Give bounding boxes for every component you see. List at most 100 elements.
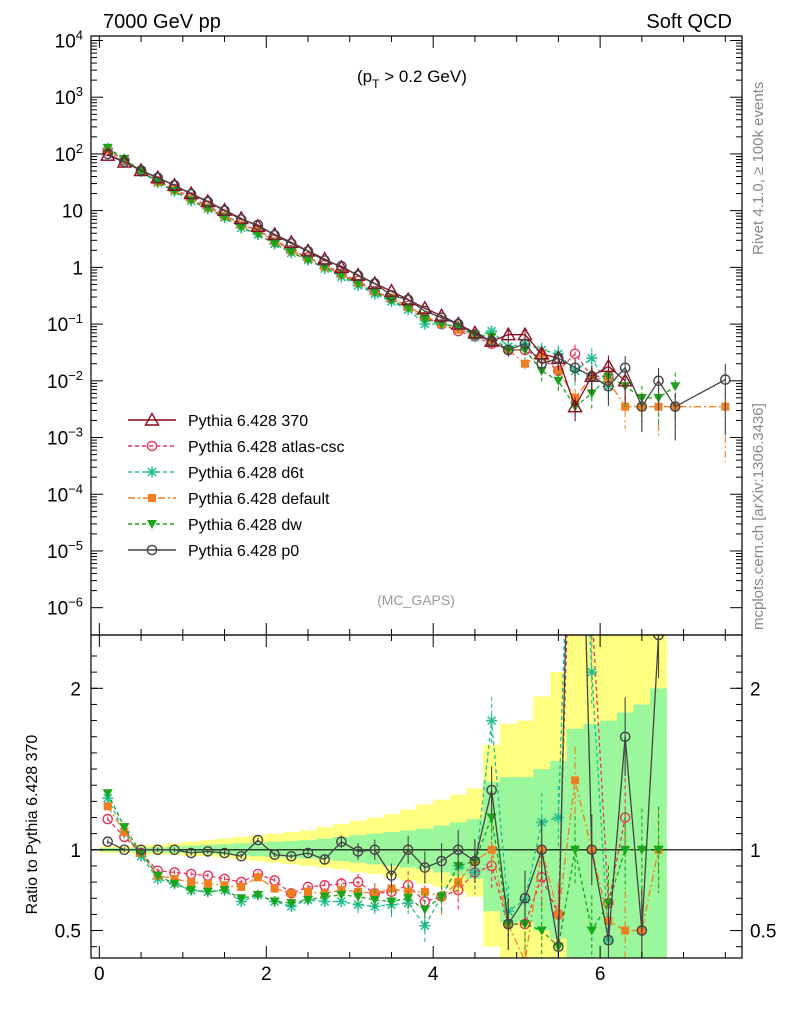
ratio-y-tick-label: 1 xyxy=(70,841,81,862)
data-point xyxy=(286,248,297,258)
data-point xyxy=(419,315,430,325)
ratio-point xyxy=(169,844,180,856)
ratio-point xyxy=(287,889,296,898)
ratio-point xyxy=(487,845,496,854)
ratio-point xyxy=(252,834,264,846)
data-point xyxy=(419,305,431,317)
ratio-point xyxy=(286,899,297,909)
ratio-point xyxy=(187,878,196,887)
title-right: Soft QCD xyxy=(646,11,732,33)
y-tick-label: 10−5 xyxy=(47,538,83,563)
band-green-bin xyxy=(600,720,617,958)
data-point xyxy=(102,148,113,160)
data-point xyxy=(521,359,529,368)
series-line xyxy=(107,150,609,377)
ratio-y-tick-label: 2 xyxy=(70,679,81,700)
chart-title: (pT > 0.2 GeV) xyxy=(357,67,467,91)
ratio-panel-frame xyxy=(90,634,743,959)
legend-marker xyxy=(146,440,158,452)
data-point xyxy=(486,335,497,347)
data-point xyxy=(269,229,280,241)
data-point xyxy=(353,279,364,289)
ratio-point xyxy=(369,895,380,905)
series-pythia-6-428-370 xyxy=(99,147,633,422)
series-line xyxy=(107,147,676,408)
ratio-point xyxy=(236,894,247,904)
legend-label: Pythia 6.428 p0 xyxy=(188,543,299,560)
data-point xyxy=(567,398,583,413)
y-tick-label: 10−4 xyxy=(47,481,83,506)
y-tick-label: 10 xyxy=(62,202,83,223)
data-point xyxy=(403,304,414,314)
ratio-point xyxy=(586,844,598,856)
data-point xyxy=(603,381,614,392)
data-point xyxy=(553,352,564,364)
data-point xyxy=(554,366,563,375)
ratio-point xyxy=(603,934,614,946)
data-point xyxy=(553,376,564,386)
data-point xyxy=(619,362,631,374)
ratio-point xyxy=(586,926,597,936)
ratio-point xyxy=(386,870,397,881)
data-point xyxy=(319,255,330,266)
data-point xyxy=(302,246,314,257)
legend-label: Pythia 6.428 d6t xyxy=(188,465,304,482)
ratio-point xyxy=(319,854,330,865)
ratio-point xyxy=(486,784,497,796)
data-point xyxy=(369,288,380,298)
ratio-point xyxy=(403,894,414,904)
ratio-point xyxy=(235,850,247,862)
data-point xyxy=(252,219,264,231)
legend-label: Pythia 6.428 dw xyxy=(188,517,302,534)
ratio-point xyxy=(552,811,564,823)
ratio-point xyxy=(136,849,147,859)
ratio-point xyxy=(185,847,197,859)
ratio-point xyxy=(419,862,431,873)
ratio-point xyxy=(570,845,581,855)
ratio-point xyxy=(570,311,581,322)
y-tick-label: 102 xyxy=(55,141,83,166)
main-plot-area xyxy=(99,142,731,463)
data-point xyxy=(250,218,266,232)
legend-label: Pythia 6.428 atlas-csc xyxy=(188,439,345,456)
ratio-y-tick-label-right: 0.5 xyxy=(750,922,776,943)
data-point xyxy=(202,196,214,208)
y-tick-label: 10−1 xyxy=(47,311,83,336)
series-line xyxy=(107,153,726,409)
data-point xyxy=(636,401,648,412)
data-point xyxy=(269,239,280,249)
data-point xyxy=(352,270,364,281)
ratio-line xyxy=(107,792,659,949)
ratio-point xyxy=(253,873,262,882)
ratio-line xyxy=(107,780,660,958)
ratio-point xyxy=(636,925,648,936)
data-point xyxy=(569,348,581,360)
ratio-point xyxy=(419,905,430,915)
ratio-y-axis-label: Ratio to Pythia 6.428 370 xyxy=(24,735,41,915)
data-point xyxy=(720,374,731,385)
ratio-point xyxy=(335,895,347,907)
ratio-point xyxy=(303,895,313,905)
ratio-y-tick-label-right: 2 xyxy=(750,679,761,700)
legend-label: Pythia 6.428 default xyxy=(188,491,330,508)
ratio-point xyxy=(653,845,664,855)
y-tick-label: 10−2 xyxy=(47,368,83,393)
ratio-point xyxy=(436,855,447,867)
ratio-point xyxy=(352,846,364,857)
ratio-series-pythia-6-428-p0 xyxy=(102,222,664,958)
ratio-point xyxy=(270,884,279,893)
ratio-point xyxy=(570,222,579,231)
ratio-point xyxy=(619,731,631,743)
data-point xyxy=(219,205,230,216)
legend: Pythia 6.428 370 Pythia 6.428 atlas-csc Py… xyxy=(128,412,345,560)
x-tick-label: 4 xyxy=(428,964,439,985)
ratio-point xyxy=(302,847,314,859)
ratio-point xyxy=(319,892,330,902)
data-point xyxy=(436,312,447,323)
data-point xyxy=(486,325,498,337)
ratio-point xyxy=(219,847,230,859)
data-point xyxy=(600,358,617,373)
ratio-point xyxy=(554,910,563,919)
ratio-plot-area xyxy=(102,222,664,958)
